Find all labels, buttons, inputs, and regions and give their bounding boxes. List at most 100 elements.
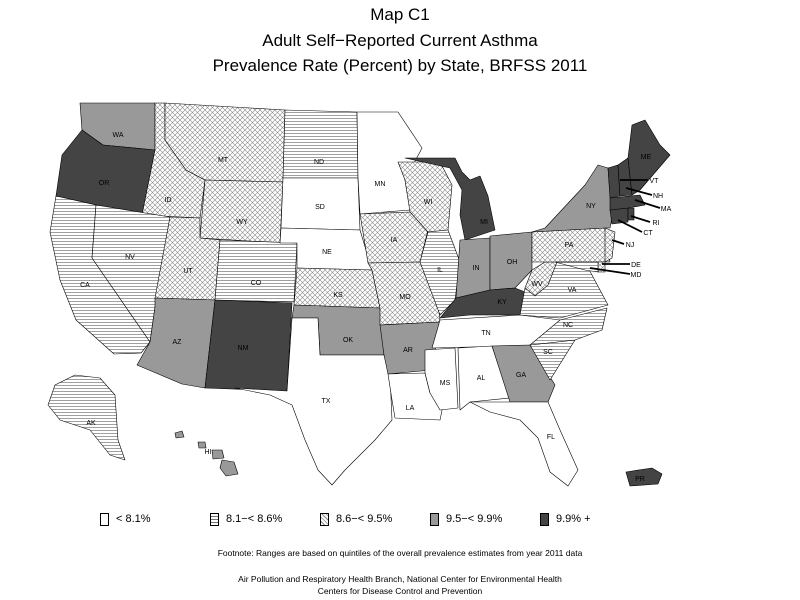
- state-label-hi: HI: [205, 449, 212, 456]
- state-label-ny: NY: [586, 203, 596, 210]
- state-label-wv: WV: [531, 281, 543, 288]
- state-label-mi: MI: [480, 219, 488, 226]
- state-label-me: ME: [641, 154, 652, 161]
- state-label-pa: PA: [565, 242, 574, 249]
- map-subtitle-2: Prevalence Rate (Percent) by State, BRFS…: [212, 56, 588, 75]
- state-label-ak: AK: [86, 420, 96, 427]
- credit-line-1: Air Pollution and Respiratory Health Bra…: [238, 574, 562, 584]
- state-label-ut: UT: [183, 268, 193, 275]
- state-label-ga: GA: [516, 372, 526, 379]
- legend-label-q1: < 8.1%: [116, 513, 151, 525]
- legend-swatch-q1: [100, 512, 109, 526]
- state-label-mn: MN: [375, 181, 386, 188]
- state-nc: [529, 307, 608, 346]
- state-label-ia: IA: [391, 237, 398, 244]
- state-md: [554, 261, 599, 273]
- state-label-nd: ND: [314, 159, 324, 166]
- state-label-nv: NV: [125, 254, 135, 261]
- state-fl: [469, 401, 579, 487]
- state-label-az: AZ: [173, 339, 183, 346]
- state-label-in: IN: [473, 265, 480, 272]
- state-label-fl: FL: [547, 434, 555, 441]
- state-label-ri: RI: [653, 220, 660, 227]
- state-mi: [404, 157, 496, 241]
- leader-line-ri: [630, 215, 651, 223]
- state-label-wi: WI: [424, 199, 433, 206]
- state-ma: [609, 194, 646, 211]
- state-label-vt: VT: [650, 178, 660, 185]
- map-title: Map C1: [370, 5, 430, 24]
- state-label-ky: KY: [497, 299, 507, 306]
- state-label-wy: WY: [236, 219, 248, 226]
- legend-label-q3: 8.6−< 9.5%: [336, 513, 393, 525]
- state-label-nm: NM: [238, 345, 249, 352]
- state-label-ma: MA: [661, 206, 672, 213]
- legend-item-q4: 9.5−< 9.9%: [430, 510, 502, 528]
- legend-label-q4: 9.5−< 9.9%: [446, 513, 503, 525]
- state-label-mt: MT: [218, 157, 229, 164]
- state-label-co: CO: [251, 280, 262, 287]
- state-label-wa: WA: [112, 132, 123, 139]
- state-label-nh: NH: [653, 193, 663, 200]
- state-label-id: ID: [165, 197, 172, 204]
- legend-swatch-q2: [210, 512, 219, 526]
- state-label-sd: SD: [315, 204, 325, 211]
- legend-swatch-q3: [320, 512, 329, 526]
- legend-item-q1: < 8.1%: [100, 510, 151, 528]
- state-label-tn: TN: [481, 330, 490, 337]
- legend: < 8.1% 8.1−< 8.6% 8.6−< 9.5% 9.5−< 9.9% …: [95, 510, 735, 530]
- map-subtitle-1: Adult Self−Reported Current Asthma: [262, 31, 538, 50]
- state-pr: [625, 467, 663, 487]
- state-label-oh: OH: [507, 259, 518, 266]
- state-wy: [199, 179, 284, 244]
- state-nd: [282, 109, 359, 179]
- state-label-ks: KS: [333, 292, 343, 299]
- state-label-ar: AR: [403, 347, 413, 354]
- state-label-or: OR: [99, 180, 110, 187]
- state-label-il: IL: [437, 267, 443, 274]
- leader-line-nh: [625, 187, 653, 196]
- state-label-al: AL: [477, 375, 486, 382]
- state-label-va: VA: [568, 287, 577, 294]
- state-label-ms: MS: [440, 380, 451, 387]
- state-label-ca: CA: [80, 282, 90, 289]
- state-nj: [604, 227, 616, 263]
- state-ct: [609, 207, 629, 225]
- state-ms: [424, 347, 459, 411]
- state-co: [214, 239, 298, 303]
- state-label-md: MD: [631, 272, 642, 279]
- leader-line-ma: [634, 199, 661, 209]
- legend-label-q5: 9.9% +: [556, 513, 591, 525]
- state-ri: [627, 207, 635, 221]
- state-label-ct: CT: [643, 230, 653, 237]
- state-ny: [531, 164, 613, 233]
- leader-line-md: [589, 267, 631, 275]
- legend-swatch-q5: [540, 512, 549, 526]
- state-label-nj: NJ: [626, 242, 635, 249]
- legend-label-q2: 8.1−< 8.6%: [226, 513, 283, 525]
- state-ak: [47, 374, 126, 461]
- state-me: [627, 119, 671, 196]
- state-label-nc: NC: [563, 322, 573, 329]
- state-label-la: LA: [406, 405, 415, 412]
- state-label-de: DE: [631, 262, 641, 269]
- state-tx: [234, 317, 393, 486]
- state-ks: [293, 267, 381, 309]
- state-label-pr: PR: [635, 476, 645, 483]
- legend-swatch-q4: [430, 512, 439, 526]
- state-label-ne: NE: [322, 249, 332, 256]
- state-label-sc: SC: [543, 349, 553, 356]
- legend-item-q3: 8.6−< 9.5%: [320, 510, 392, 528]
- state-ga: [491, 344, 556, 403]
- state-nm: [204, 299, 293, 392]
- state-oh: [489, 231, 533, 291]
- legend-item-q2: 8.1−< 8.6%: [210, 510, 282, 528]
- leader-line-ct: [617, 219, 643, 233]
- state-label-ok: OK: [343, 337, 353, 344]
- footnote: Footnote: Ranges are based on quintiles …: [217, 548, 583, 558]
- state-label-tx: TX: [322, 398, 331, 405]
- state-hi: [174, 430, 239, 477]
- legend-item-q5: 9.9% +: [540, 510, 591, 528]
- credit-line-2: Centers for Disease Control and Preventi…: [317, 586, 483, 596]
